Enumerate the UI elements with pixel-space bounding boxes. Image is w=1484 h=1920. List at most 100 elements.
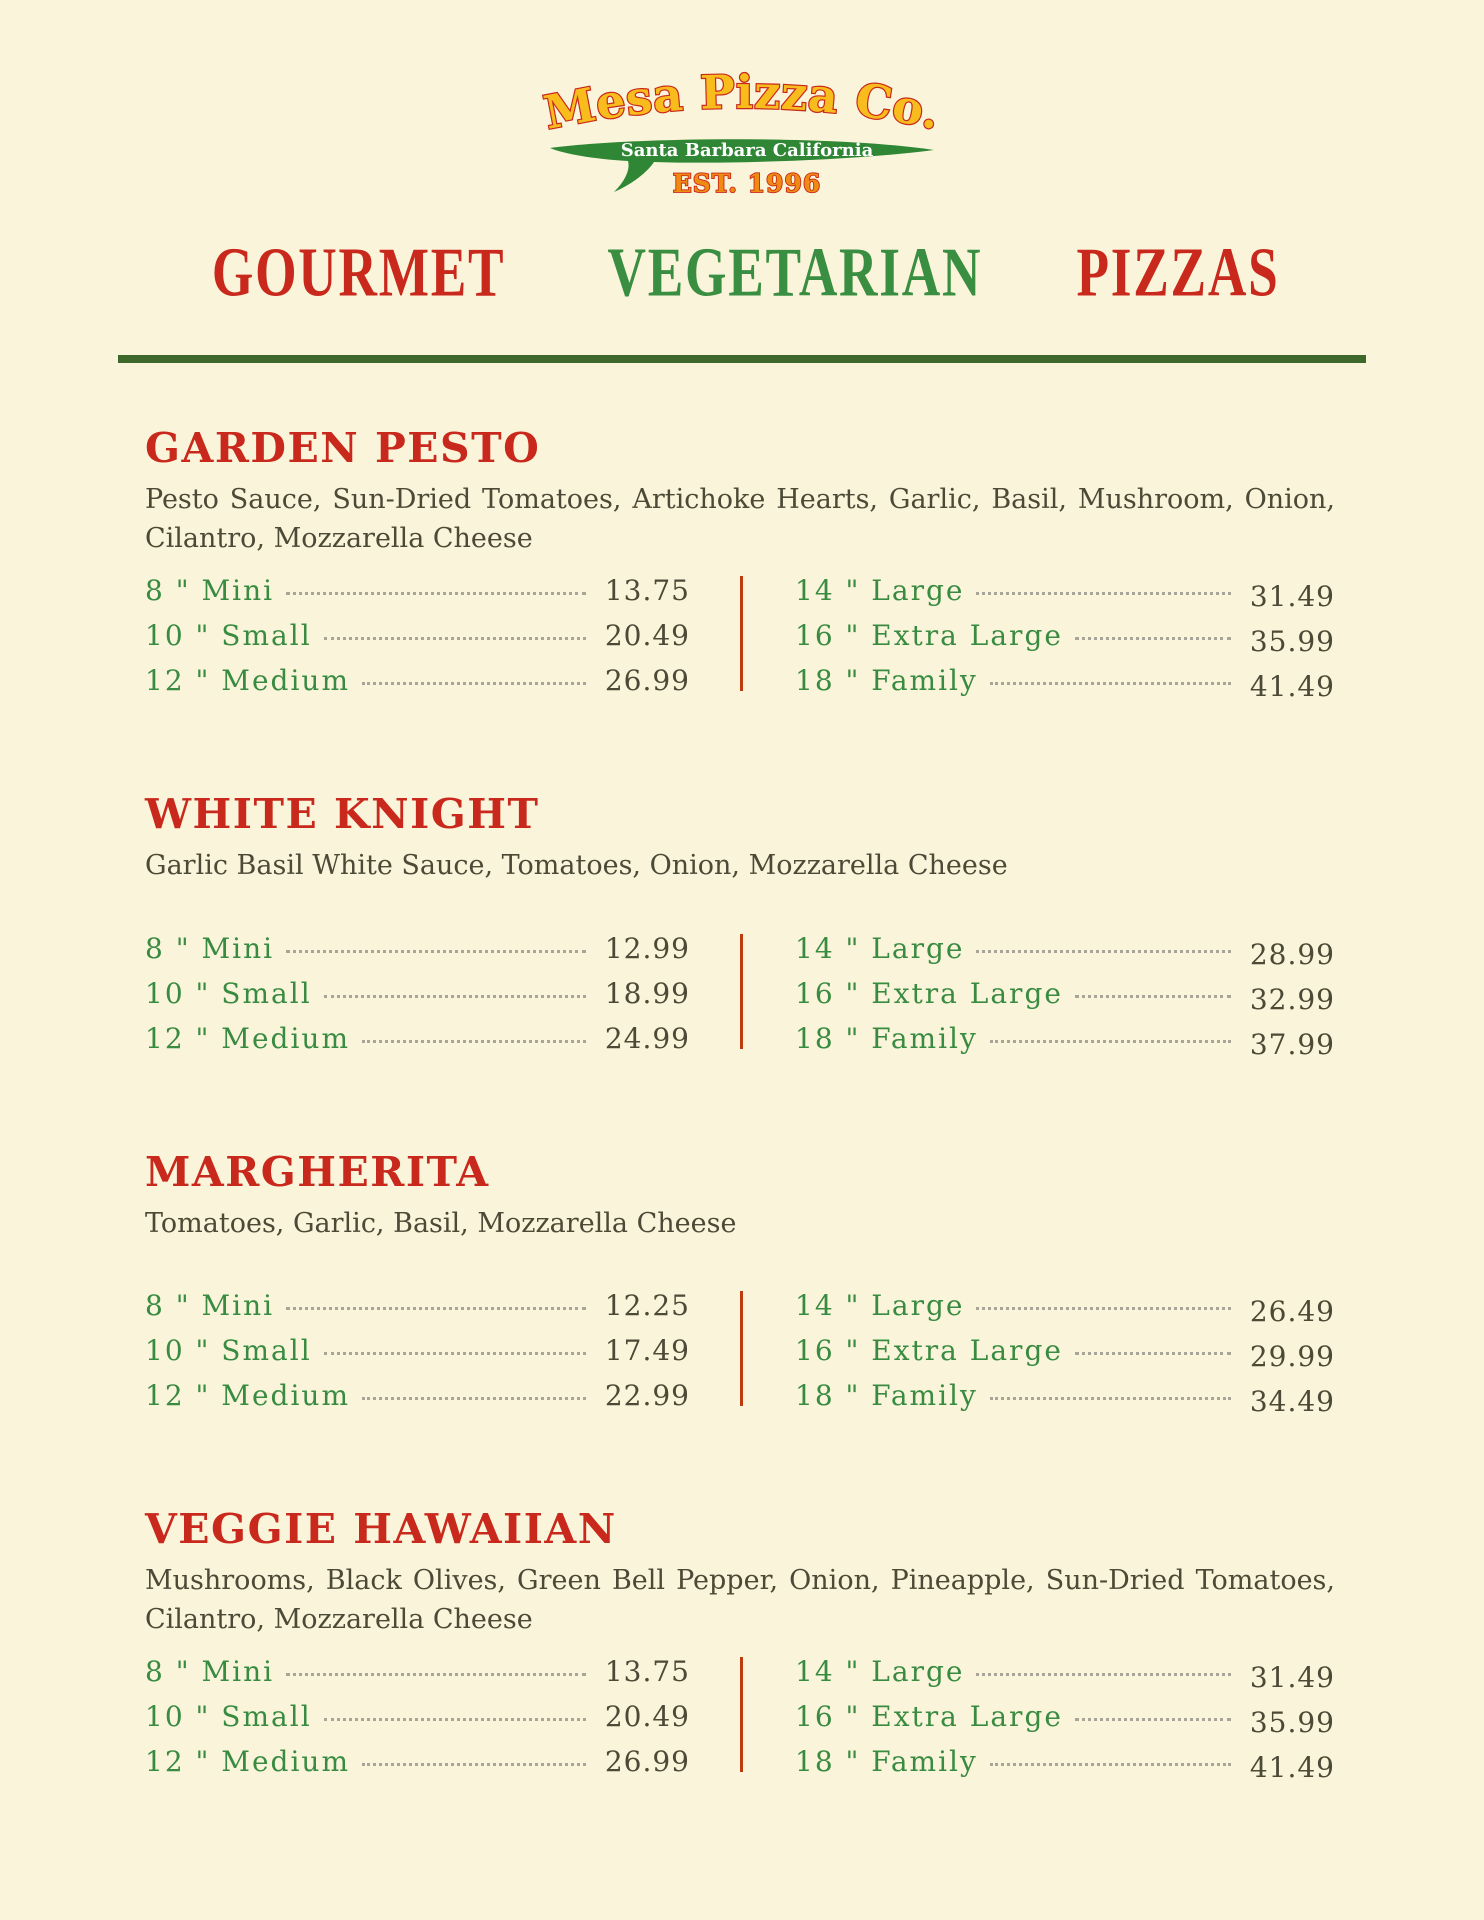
section-description: Tomatoes, Garlic, Basil, Mozzarella Chee…: [145, 1207, 737, 1239]
price-list: 8 " Mini 12.99 10 " Small 18.99 12 " Med…: [145, 931, 1335, 1061]
price-row: 14 " Large 31.49: [795, 574, 1335, 613]
price-row: 16 " Extra Large 29.99: [795, 1333, 1335, 1373]
section-description: Pesto Sauce, Sun-Dried Tomatoes, Articho…: [145, 484, 1335, 555]
price-value: 20.49: [604, 619, 690, 653]
price-column-right: 14 " Large 26.49 16 " Extra Large 29.99 …: [743, 1288, 1335, 1418]
dotted-leader: [323, 1718, 586, 1722]
size-label: 8 " Mini: [145, 1655, 275, 1689]
logo-brand-text: Mesa Pizza Co.: [542, 65, 942, 140]
surfboard-icon: [550, 139, 934, 192]
price-row: 8 " Mini 12.99: [145, 932, 690, 965]
section-garden-pesto: GARDEN PESTO Pesto Sauce, Sun-Dried Toma…: [145, 424, 1335, 703]
price-value: 41.49: [1249, 670, 1335, 704]
dotted-leader: [989, 682, 1231, 686]
size-label: 10 " Small: [145, 1700, 312, 1734]
dotted-leader: [286, 592, 586, 596]
logo-tagline-text: Santa Barbara California: [621, 140, 874, 161]
size-label: 12 " Medium: [145, 1021, 351, 1055]
price-value: 32.99: [1249, 982, 1335, 1016]
price-row: 12 " Medium 26.99: [145, 664, 690, 697]
dotted-leader: [362, 1039, 586, 1043]
dotted-leader: [362, 1763, 586, 1767]
price-row: 12 " Medium 22.99: [145, 1379, 690, 1412]
dotted-leader: [362, 682, 586, 686]
price-value: 17.49: [604, 1333, 690, 1367]
section-title: WHITE KNIGHT: [145, 790, 540, 839]
size-label: 14 " Large: [795, 1655, 965, 1689]
size-label: 14 " Large: [795, 1288, 965, 1322]
section-title: GARDEN PESTO: [145, 424, 541, 472]
column-divider: [740, 576, 743, 692]
price-row: 12 " Medium 26.99: [145, 1745, 690, 1778]
size-label: 16 " Extra Large: [795, 976, 1063, 1010]
price-row: 18 " Family 41.49: [795, 1745, 1335, 1784]
size-label: 18 " Family: [795, 1378, 978, 1412]
price-column-right: 14 " Large 31.49 16 " Extra Large 35.99 …: [743, 574, 1335, 703]
price-row: 16 " Extra Large 32.99: [795, 976, 1335, 1016]
price-row: 16 " Extra Large 35.99: [795, 619, 1335, 658]
price-row: 14 " Large 26.49: [795, 1288, 1335, 1328]
price-row: 8 " Mini 13.75: [145, 1655, 690, 1688]
section-title: MARGHERITA: [145, 1147, 490, 1196]
price-list: 8 " Mini 13.75 10 " Small 20.49 12 " Med…: [145, 1655, 1335, 1784]
logo: Mesa Pizza Co. Santa Barbara California …: [0, 0, 1484, 212]
page-title: GOURMET VEGETARIAN PIZZAS: [0, 235, 1484, 311]
price-row: 10 " Small 20.49: [145, 619, 690, 652]
price-list: 8 " Mini 12.25 10 " Small 17.49 12 " Med…: [145, 1288, 1335, 1418]
price-row: 18 " Family 41.49: [795, 664, 1335, 703]
size-label: 8 " Mini: [145, 1288, 275, 1322]
mesa-pizza-logo-icon: Mesa Pizza Co. Santa Barbara California …: [542, 64, 942, 199]
section-description: Garlic Basil White Sauce, Tomatoes, Onio…: [145, 850, 1008, 882]
size-label: 14 " Large: [795, 931, 965, 965]
price-value: 18.99: [604, 976, 690, 1010]
price-row: 18 " Family 37.99: [795, 1021, 1335, 1061]
double-rule-divider: [118, 355, 1366, 363]
price-row: 14 " Large 28.99: [795, 931, 1335, 971]
dotted-leader: [976, 949, 1231, 953]
price-row: 16 " Extra Large 35.99: [795, 1700, 1335, 1739]
size-label: 10 " Small: [145, 976, 312, 1010]
price-column-right: 14 " Large 31.49 16 " Extra Large 35.99 …: [743, 1655, 1335, 1784]
logo-established-text: EST. 1996: [673, 169, 821, 198]
price-value: 20.49: [604, 1700, 690, 1734]
size-label: 10 " Small: [145, 619, 312, 653]
dotted-leader: [1074, 637, 1231, 641]
size-label: 18 " Family: [795, 1745, 978, 1779]
title-word-pizzas: PIZZAS: [1076, 234, 1280, 312]
section-white-knight: WHITE KNIGHT Garlic Basil White Sauce, T…: [145, 790, 1335, 1061]
dotted-leader: [1074, 1351, 1231, 1355]
price-row: 14 " Large 31.49: [795, 1655, 1335, 1694]
price-value: 28.99: [1249, 937, 1335, 971]
price-value: 29.99: [1249, 1339, 1335, 1373]
dotted-leader: [1074, 1718, 1231, 1722]
dotted-leader: [286, 1306, 586, 1310]
dotted-leader: [989, 1039, 1231, 1043]
price-column-left: 8 " Mini 12.25 10 " Small 17.49 12 " Med…: [145, 1289, 690, 1412]
price-value: 26.49: [1249, 1294, 1335, 1328]
price-value: 24.99: [604, 1021, 690, 1055]
size-label: 8 " Mini: [145, 574, 275, 608]
size-label: 12 " Medium: [145, 664, 351, 698]
size-label: 18 " Family: [795, 1021, 978, 1055]
price-list: 8 " Mini 13.75 10 " Small 20.49 12 " Med…: [145, 574, 1335, 703]
column-divider: [740, 1290, 743, 1406]
price-value: 37.99: [1249, 1027, 1335, 1061]
price-value: 35.99: [1249, 1706, 1335, 1740]
size-label: 16 " Extra Large: [795, 619, 1063, 653]
price-row: 10 " Small 17.49: [145, 1334, 690, 1367]
size-label: 12 " Medium: [145, 1745, 351, 1779]
title-word-gourmet: GOURMET: [211, 234, 506, 312]
size-label: 8 " Mini: [145, 931, 275, 965]
size-label: 16 " Extra Large: [795, 1333, 1063, 1367]
dotted-leader: [286, 949, 586, 953]
price-column-right: 14 " Large 28.99 16 " Extra Large 32.99 …: [743, 931, 1335, 1061]
price-row: 18 " Family 34.49: [795, 1378, 1335, 1418]
dotted-leader: [989, 1396, 1231, 1400]
size-label: 18 " Family: [795, 664, 978, 698]
dotted-leader: [362, 1396, 586, 1400]
size-label: 10 " Small: [145, 1333, 312, 1367]
dotted-leader: [989, 1763, 1231, 1767]
menu-body: GARDEN PESTO Pesto Sauce, Sun-Dried Toma…: [145, 424, 1335, 1784]
price-value: 26.99: [604, 664, 690, 698]
dotted-leader: [976, 1306, 1231, 1310]
